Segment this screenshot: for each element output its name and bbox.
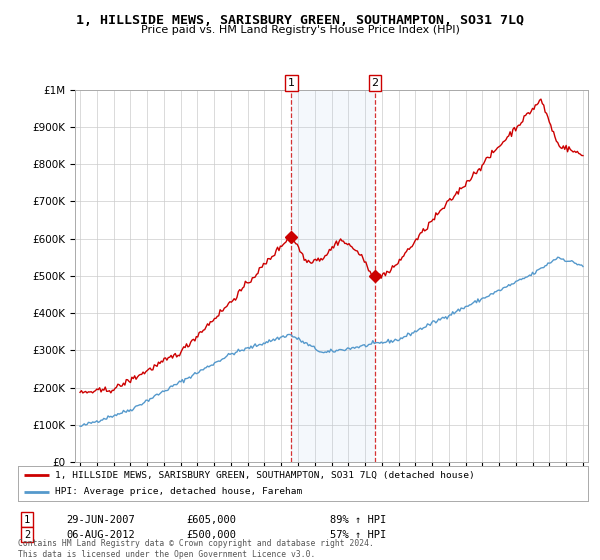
Text: 57% ↑ HPI: 57% ↑ HPI	[330, 530, 386, 540]
Bar	[291, 90, 375, 462]
Text: 1, HILLSIDE MEWS, SARISBURY GREEN, SOUTHAMPTON, SO31 7LQ (detached house): 1, HILLSIDE MEWS, SARISBURY GREEN, SOUTH…	[55, 471, 475, 480]
Text: HPI: Average price, detached house, Fareham: HPI: Average price, detached house, Fare…	[55, 487, 302, 496]
Text: 2: 2	[24, 530, 30, 540]
Text: 89% ↑ HPI: 89% ↑ HPI	[330, 515, 386, 525]
Text: 1: 1	[288, 78, 295, 88]
Text: £500,000: £500,000	[186, 530, 236, 540]
Text: 06-AUG-2012: 06-AUG-2012	[66, 530, 135, 540]
Text: 1: 1	[24, 515, 30, 525]
Text: 29-JUN-2007: 29-JUN-2007	[66, 515, 135, 525]
Text: Price paid vs. HM Land Registry's House Price Index (HPI): Price paid vs. HM Land Registry's House …	[140, 25, 460, 35]
Text: £605,000: £605,000	[186, 515, 236, 525]
Text: 2: 2	[371, 78, 379, 88]
Text: 1, HILLSIDE MEWS, SARISBURY GREEN, SOUTHAMPTON, SO31 7LQ: 1, HILLSIDE MEWS, SARISBURY GREEN, SOUTH…	[76, 14, 524, 27]
Text: Contains HM Land Registry data © Crown copyright and database right 2024.
This d: Contains HM Land Registry data © Crown c…	[18, 539, 374, 559]
